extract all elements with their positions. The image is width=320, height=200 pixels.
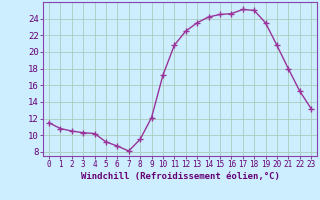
X-axis label: Windchill (Refroidissement éolien,°C): Windchill (Refroidissement éolien,°C) [81, 172, 279, 181]
